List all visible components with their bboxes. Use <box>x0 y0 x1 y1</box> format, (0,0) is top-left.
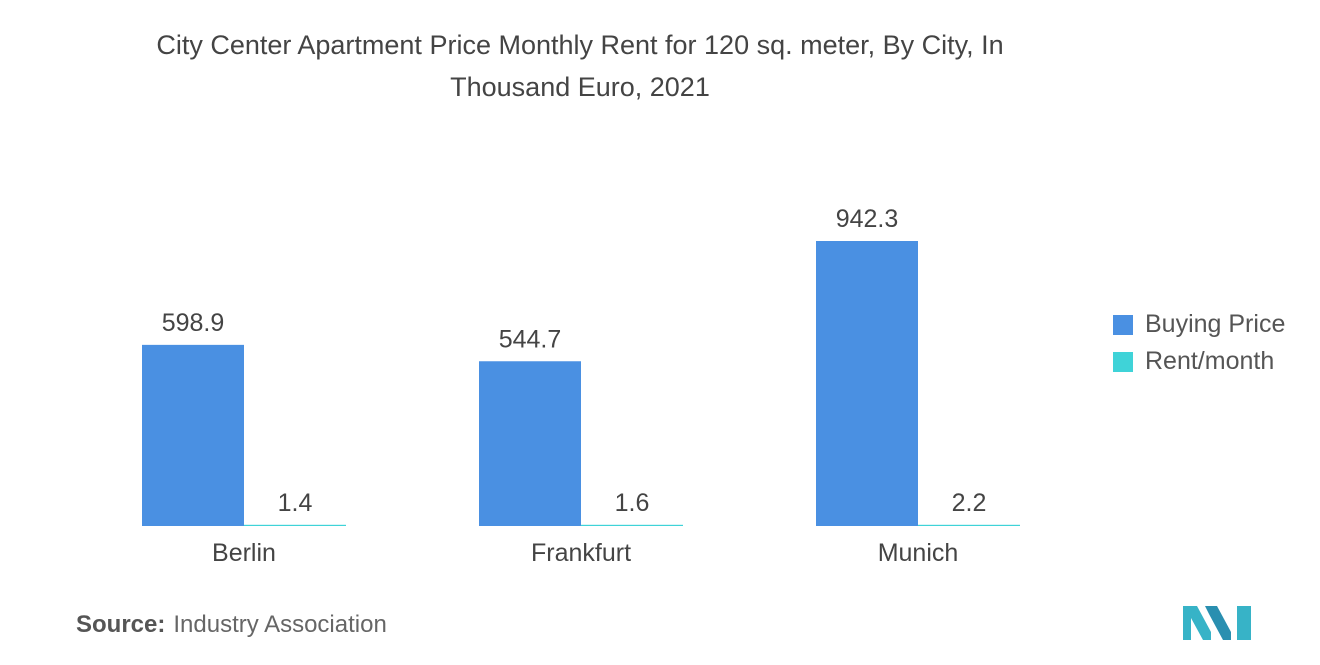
value-label-berlin-rent-month: 1.4 <box>278 489 313 517</box>
legend-label-rent-month: Rent/month <box>1145 347 1275 375</box>
value-label-berlin-buying-price: 598.9 <box>162 309 225 337</box>
bar-munich-rent-month <box>918 524 1020 526</box>
category-label-berlin: Berlin <box>212 539 276 567</box>
bar-munich-buying-price <box>816 241 918 526</box>
category-label-frankfurt: Frankfurt <box>531 539 631 567</box>
company-logo <box>1183 606 1251 640</box>
value-label-frankfurt-rent-month: 1.6 <box>615 489 650 517</box>
source-note: Source: Industry Association <box>76 611 387 639</box>
chart-title: City Center Apartment Price Monthly Rent… <box>0 24 1160 108</box>
legend-item-rent-month: Rent/month <box>1113 343 1285 380</box>
bar-frankfurt-buying-price <box>479 361 581 526</box>
legend-swatch-rent-month <box>1113 351 1133 372</box>
value-label-munich-rent-month: 2.2 <box>952 489 987 517</box>
bar-frankfurt-rent-month <box>581 524 683 526</box>
chart-title-line-2: Thousand Euro, 2021 <box>450 72 710 102</box>
chart-title-line-1: City Center Apartment Price Monthly Rent… <box>156 30 1004 60</box>
value-label-frankfurt-buying-price: 544.7 <box>499 325 562 353</box>
category-label-munich: Munich <box>878 539 959 567</box>
legend: Buying Price Rent/month <box>1113 306 1285 380</box>
legend-label-buying-price: Buying Price <box>1145 310 1286 338</box>
bar-berlin-rent-month <box>244 524 346 526</box>
source-text: Industry Association <box>173 611 387 638</box>
value-label-munich-buying-price: 942.3 <box>836 205 899 233</box>
source-label: Source: <box>76 611 166 638</box>
bar-berlin-buying-price <box>142 344 244 526</box>
legend-swatch-buying-price <box>1113 314 1133 335</box>
legend-item-buying-price: Buying Price <box>1113 306 1285 343</box>
